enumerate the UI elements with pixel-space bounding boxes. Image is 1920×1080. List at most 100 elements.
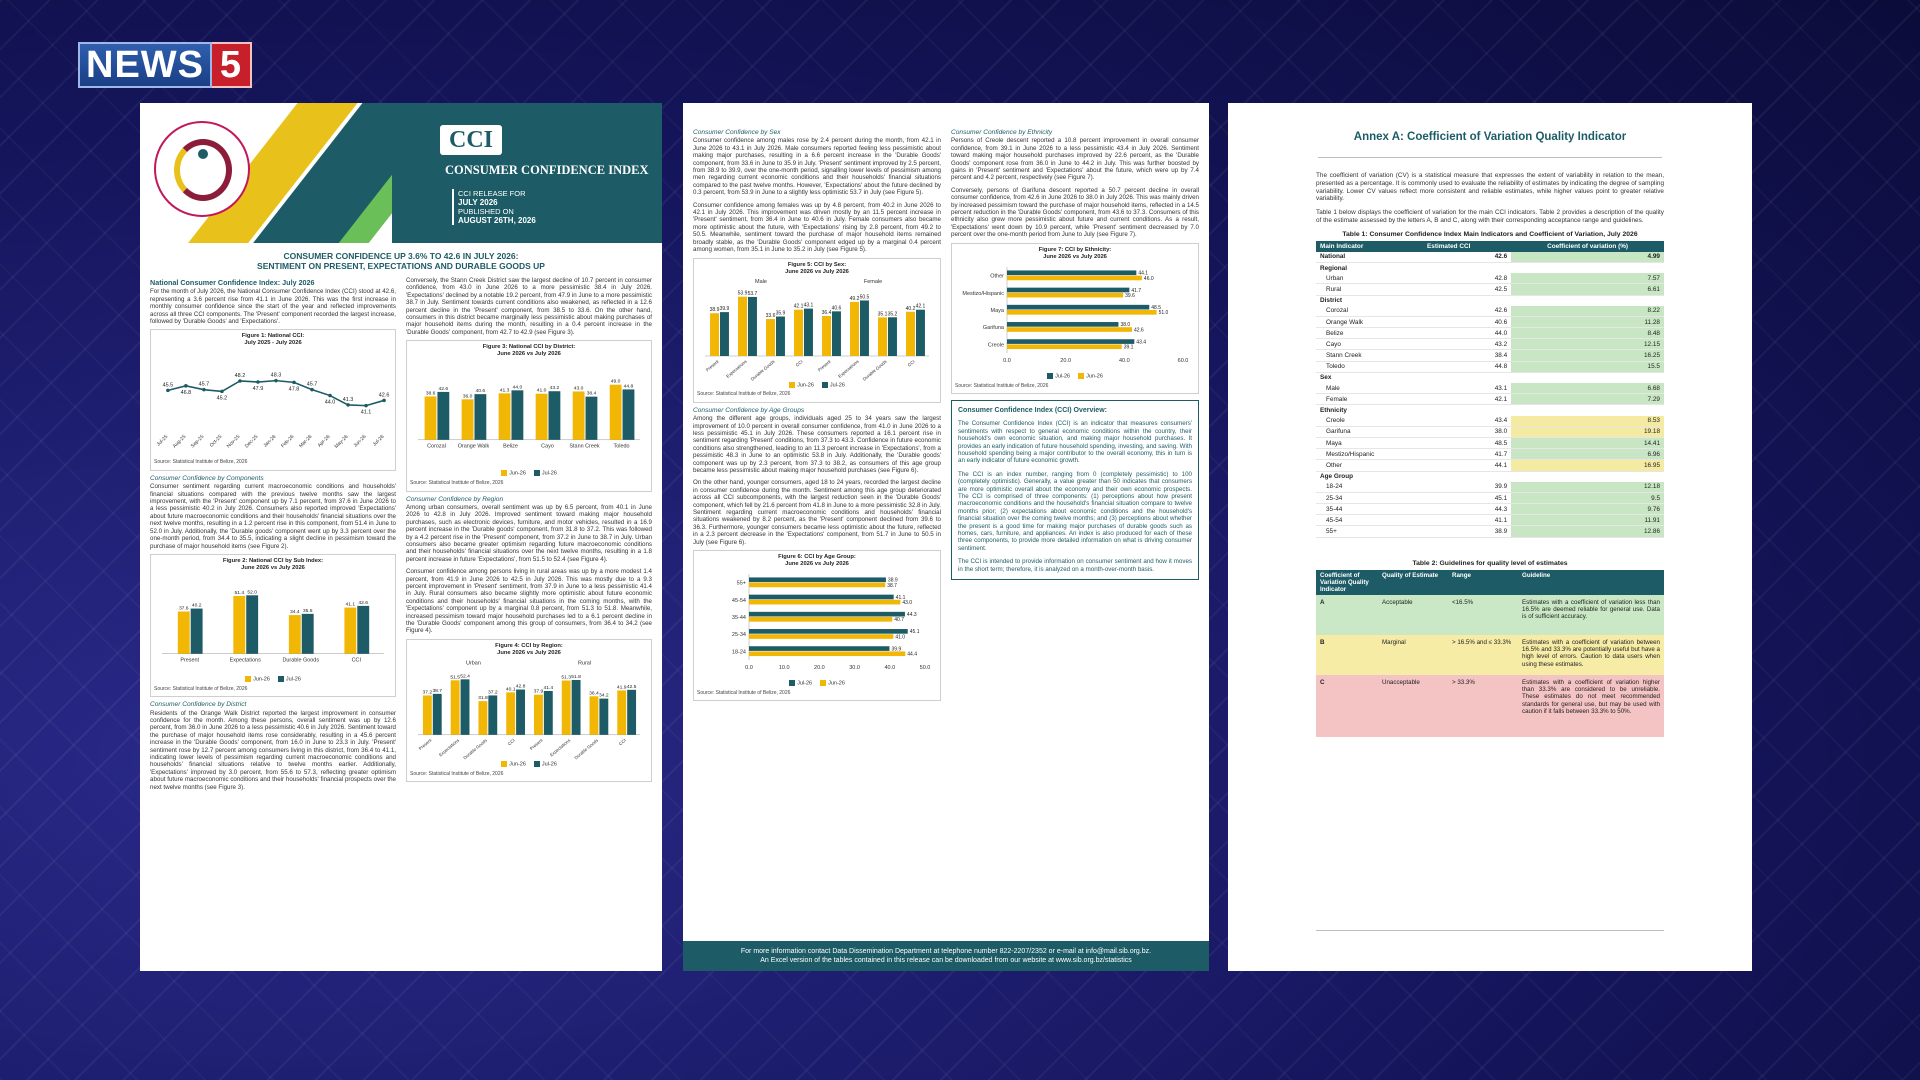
legend-label: Jul-26 xyxy=(797,680,813,687)
tick-label: Jul-26 xyxy=(372,434,386,448)
bar xyxy=(627,689,637,735)
bar xyxy=(572,391,585,441)
data-label: 43.0 xyxy=(902,600,912,606)
bar xyxy=(424,396,437,441)
bar xyxy=(190,608,203,654)
tick-label: Jul-25 xyxy=(156,434,170,448)
table-row: District xyxy=(1316,295,1664,306)
overview-paragraph: The Consumer Confidence Index (CCI) is a… xyxy=(958,420,1192,465)
data-label: 41.0 xyxy=(895,634,905,640)
overview-paragraph: The CCI is intended to provide informati… xyxy=(958,558,1192,573)
tick-label: Mestizo/Hispanic xyxy=(962,290,1004,296)
table-row: Ethnicity xyxy=(1316,404,1664,416)
tick-label: Maya xyxy=(991,308,1005,314)
figure-3: Figure 3: National CCI by District: June… xyxy=(406,340,652,492)
bar xyxy=(622,389,635,441)
figure-subtitle: July 2025 - July 2026 xyxy=(244,340,302,347)
data-label: 33.6 xyxy=(766,313,776,319)
data-label: 37.6 xyxy=(179,605,189,611)
data-label: 51.5 xyxy=(450,674,460,680)
bar xyxy=(246,595,259,654)
guideline-range-cell: <16.5% xyxy=(1448,594,1518,635)
data-point xyxy=(346,403,350,408)
cv-cell: 16.25 xyxy=(1511,349,1664,362)
legend: Jun-26 Jul-26 xyxy=(697,381,937,390)
tick-label: 0.0 xyxy=(745,665,753,671)
cci-cell: 42.1 xyxy=(1423,393,1512,406)
cv-cell: 7.57 xyxy=(1511,273,1664,285)
bar xyxy=(233,595,246,654)
column-left: National Consumer Confidence Index: July… xyxy=(150,277,396,791)
bar xyxy=(749,634,894,639)
cv-cell: 15.5 xyxy=(1511,361,1664,373)
section-heading: Consumer Confidence by District xyxy=(150,701,247,709)
table-caption: Table 1: Consumer Confidence Index Main … xyxy=(1342,230,1638,238)
tick-label: Mar-26 xyxy=(298,434,313,449)
bar xyxy=(548,391,561,441)
cv-cell: 9.76 xyxy=(1511,503,1664,516)
bar xyxy=(749,629,908,634)
logo-number: 5 xyxy=(212,42,252,88)
report-page-1: CCI CONSUMER CONFIDENCE INDEX CCI RELEAS… xyxy=(140,103,662,971)
cci-cell: 39.9 xyxy=(1423,481,1512,493)
cv-cell: 8.22 xyxy=(1511,305,1664,317)
data-label: 51.0 xyxy=(1159,310,1169,316)
figure-2: Figure 2: National CCI by Sub Index: Jun… xyxy=(150,553,396,698)
data-label: 45.7 xyxy=(307,382,318,388)
figure-6: Figure 6: CCI by Age Group: June 2026 vs… xyxy=(693,550,941,702)
news5-logo: NEWS 5 xyxy=(78,42,252,88)
data-point xyxy=(274,379,278,383)
data-label: 42.8 xyxy=(516,683,526,689)
figure-source: Source: Statistical Institute of Belize,… xyxy=(410,770,504,777)
data-label: 39.1 xyxy=(1124,344,1134,350)
cv-cell: 16.95 xyxy=(1511,459,1664,472)
indicator-cell: Rural xyxy=(1316,283,1424,296)
bar xyxy=(804,308,813,356)
table-row: 18-24 39.9 12.18 xyxy=(1316,481,1664,493)
paragraph: Conversely, persons of Garifuna descent … xyxy=(951,186,1199,239)
indicator-cell: Maya xyxy=(1316,437,1424,450)
line-chart-national-cci: 45.5 Jul-25 46.8 Aug-25 45.7 Sep-25 45.2 Oct-25… xyxy=(156,373,390,450)
indicator-cell: Female xyxy=(1316,393,1424,406)
data-label: 38.9 xyxy=(888,578,898,584)
indicator-cell: 55+ xyxy=(1316,525,1424,538)
legend: Jun-26 Jul-26 xyxy=(410,760,648,769)
figure-subtitle: June 2026 vs July 2026 xyxy=(1043,253,1107,260)
paragraph: Among urban consumers, overall sentiment… xyxy=(406,503,652,563)
hbar-chart-ethnicity: Other 44.146.0 Mestizo/Hispanic 41.739.6 May… xyxy=(962,266,1188,364)
table-row: Urban 42.8 7.57 xyxy=(1316,273,1664,285)
bar xyxy=(474,394,487,441)
data-label: 35.5 xyxy=(303,608,313,614)
tick-label: Aug-25 xyxy=(172,434,188,450)
bar xyxy=(533,694,543,735)
bar xyxy=(749,646,890,651)
indicator-cell: 45-54 xyxy=(1316,514,1424,527)
bar xyxy=(748,296,757,356)
data-label: 44.3 xyxy=(907,612,917,618)
figure-title: Figure 7: CCI by Ethnicity: xyxy=(1038,246,1112,253)
data-label: 45.7 xyxy=(199,382,210,388)
figure-title: Figure 5: CCI by Sex: xyxy=(787,261,847,268)
cci-cell: 42.6 xyxy=(1423,305,1512,317)
data-label: 31.8 xyxy=(478,695,488,701)
bar xyxy=(589,696,599,735)
data-label: 41.1 xyxy=(896,595,906,601)
report-title: CONSUMER CONFIDENCE INDEX xyxy=(445,163,649,177)
group-label: Female xyxy=(864,279,882,285)
guideline-range-cell: > 16.5% and ≤ 33.3% xyxy=(1448,634,1518,675)
bar xyxy=(916,309,925,356)
legend-label: Jul-26 xyxy=(1055,373,1071,380)
column-right: Consumer Confidence by Ethnicity Persons… xyxy=(951,125,1199,705)
indicator-cell: Other xyxy=(1316,459,1424,472)
tick-label: CCI xyxy=(795,358,804,367)
data-label: 53.7 xyxy=(748,290,758,296)
tick-label: 40.0 xyxy=(1119,358,1130,364)
cci-cell: 44.1 xyxy=(1423,459,1512,472)
paragraph: Consumer confidence among males rose by … xyxy=(693,137,941,197)
guideline-ind-cell: C xyxy=(1316,674,1378,737)
data-label: 35.2 xyxy=(888,311,898,317)
data-point xyxy=(382,399,386,403)
tick-label: Expectations xyxy=(549,737,572,757)
bar xyxy=(888,316,897,356)
